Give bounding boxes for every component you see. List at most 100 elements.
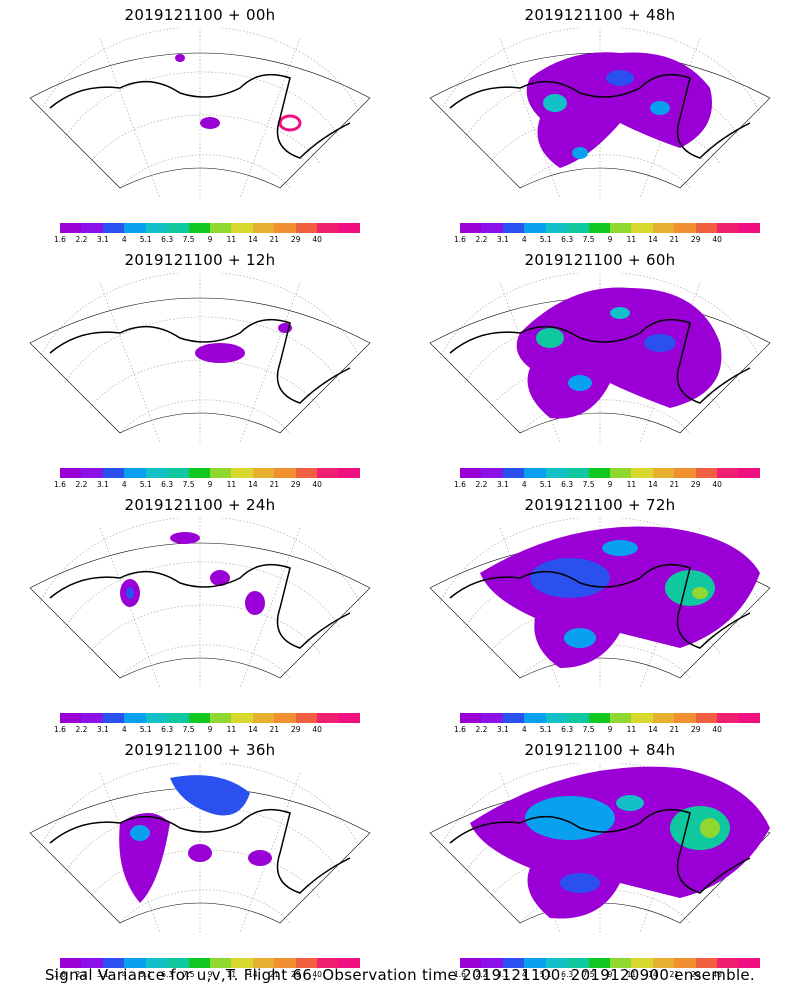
panel-title: 2019121100 + 60h <box>524 251 676 269</box>
colorbar-swatch <box>317 713 339 723</box>
colorbar-tick-label: 11 <box>226 480 237 489</box>
colorbar-tick-label: 11 <box>226 235 237 244</box>
colorbar-swatch <box>652 713 675 723</box>
colorbar-swatch <box>124 468 146 478</box>
colorbar-swatch <box>231 468 253 478</box>
colorbar-swatch <box>252 223 275 233</box>
colorbar-tick-label: 7.5 <box>582 235 595 244</box>
colorbar-swatch <box>695 958 718 968</box>
colorbar-tick-label: 6.3 <box>561 235 574 244</box>
colorbar-swatch <box>717 958 739 968</box>
colorbar-swatch <box>209 713 232 723</box>
colorbar-tick-label: 3.1 <box>96 235 109 244</box>
colorbar-tick-label: 6.3 <box>161 235 174 244</box>
colorbar-swatch <box>481 223 503 233</box>
colorbar-tick-label: 14 <box>248 725 258 734</box>
map-panel-00h: 2019121100 + 00h 1.6 2.2 3.1 4 5.1 6.3 7.5 9 11 1… <box>0 0 400 245</box>
variance-shading <box>175 54 302 132</box>
colorbar-swatch <box>652 468 675 478</box>
polar-map <box>429 273 771 443</box>
colorbar-tick-label: 14 <box>648 235 658 244</box>
colorbar-tick-label: 5.1 <box>139 480 152 489</box>
colorbar-swatch <box>231 958 253 968</box>
colorbar-swatch <box>167 223 189 233</box>
colorbar-tick-label: 11 <box>626 970 637 979</box>
colorbar-tick-label: 3.1 <box>496 235 509 244</box>
colorbar-tick-label: 1.6 <box>454 235 466 244</box>
colorbar-tick-label: 14 <box>648 480 658 489</box>
colorbar-swatch <box>317 958 339 968</box>
colorbar-swatch <box>188 223 210 233</box>
colorbar-tick-label: 21 <box>669 725 680 734</box>
colorbar-swatch <box>188 958 210 968</box>
colorbar-swatch <box>167 958 189 968</box>
colorbar-tick-label: 40 <box>312 725 322 734</box>
colorbar <box>460 958 760 968</box>
map-panel-72h: 2019121100 + 72h 1.6 2.2 3.1 4 5.1 6.3 7.5 9 11 1… <box>400 490 800 735</box>
colorbar-tick-label: 21 <box>269 235 280 244</box>
colorbar-swatch <box>674 223 696 233</box>
lat-lon-grid <box>39 518 361 688</box>
colorbar-ticks: 1.6 2.2 3.1 4 5.1 6.3 7.5 9 11 14 21 29 40 <box>454 235 760 245</box>
colorbar-tick-label: 2.2 <box>75 970 88 979</box>
colorbar-swatch <box>695 468 718 478</box>
colorbar-swatch <box>717 468 739 478</box>
colorbar-swatch <box>524 713 546 723</box>
variance-shading <box>526 52 712 168</box>
coastline <box>449 563 751 649</box>
colorbar-tick-label: 5.1 <box>139 725 152 734</box>
map-panel-84h: 2019121100 + 84h 1.6 2.2 3.1 4 5.1 6.3 7.5 9 11 1… <box>400 735 800 980</box>
colorbar-tick-label: 21 <box>269 725 280 734</box>
colorbar-ticks: 1.6 2.2 3.1 4 5.1 6.3 7.5 9 11 14 21 29 40 <box>54 480 360 490</box>
colorbar-tick-label: 40 <box>312 480 322 489</box>
colorbar-tick-label: 2.2 <box>475 235 488 244</box>
colorbar-swatch <box>81 223 103 233</box>
colorbar-swatch <box>274 223 296 233</box>
colorbar-swatch <box>338 223 360 233</box>
colorbar-swatch <box>631 468 653 478</box>
colorbar-tick-label: 7.5 <box>182 970 195 979</box>
colorbar-swatch <box>545 223 568 233</box>
colorbar-tick-label: 3.1 <box>496 480 509 489</box>
coastline <box>49 73 351 159</box>
colorbar-swatch <box>252 958 275 968</box>
colorbar-tick-label: 11 <box>626 480 637 489</box>
panel-title: 2019121100 + 00h <box>124 6 276 24</box>
colorbar-swatch <box>295 468 318 478</box>
lat-lon-grid <box>39 28 361 198</box>
figure-caption: Signal Variance for u,v,T. Flight 66. Ob… <box>44 966 756 984</box>
colorbar-swatch <box>717 713 739 723</box>
colorbar-swatch <box>274 468 296 478</box>
colorbar-tick-label: 21 <box>669 970 680 979</box>
polar-map <box>29 763 371 933</box>
colorbar-swatch <box>145 468 168 478</box>
colorbar-swatch <box>588 713 610 723</box>
colorbar-swatch <box>502 468 525 478</box>
colorbar-swatch <box>60 468 82 478</box>
colorbar-tick-label: 11 <box>226 970 237 979</box>
colorbar-tick-label: 9 <box>607 725 613 734</box>
colorbar-tick-label: 4 <box>121 235 127 244</box>
colorbar-tick-label: 7.5 <box>582 970 595 979</box>
colorbar <box>60 223 360 233</box>
colorbar-swatch <box>231 713 253 723</box>
colorbar-swatch <box>317 223 339 233</box>
panel-title: 2019121100 + 84h <box>524 741 676 759</box>
colorbar-swatch <box>674 468 696 478</box>
colorbar-swatch <box>695 713 718 723</box>
colorbar-tick-label: 14 <box>648 970 658 979</box>
colorbar-swatch <box>588 223 610 233</box>
colorbar-swatch <box>124 713 146 723</box>
colorbar-tick-label: 11 <box>226 725 237 734</box>
colorbar-tick-label: 21 <box>269 480 280 489</box>
colorbar-tick-label: 9 <box>607 970 613 979</box>
colorbar-swatch <box>502 223 525 233</box>
colorbar-tick-label: 21 <box>269 970 280 979</box>
domain-outline <box>29 542 371 679</box>
colorbar-swatch <box>609 958 632 968</box>
colorbar-ticks: 1.6 2.2 3.1 4 5.1 6.3 7.5 9 11 14 21 29 40 <box>454 725 760 735</box>
colorbar-tick-label: 4 <box>521 725 527 734</box>
colorbar-swatch <box>502 713 525 723</box>
colorbar-swatch <box>545 958 568 968</box>
colorbar-tick-label: 9 <box>207 970 213 979</box>
